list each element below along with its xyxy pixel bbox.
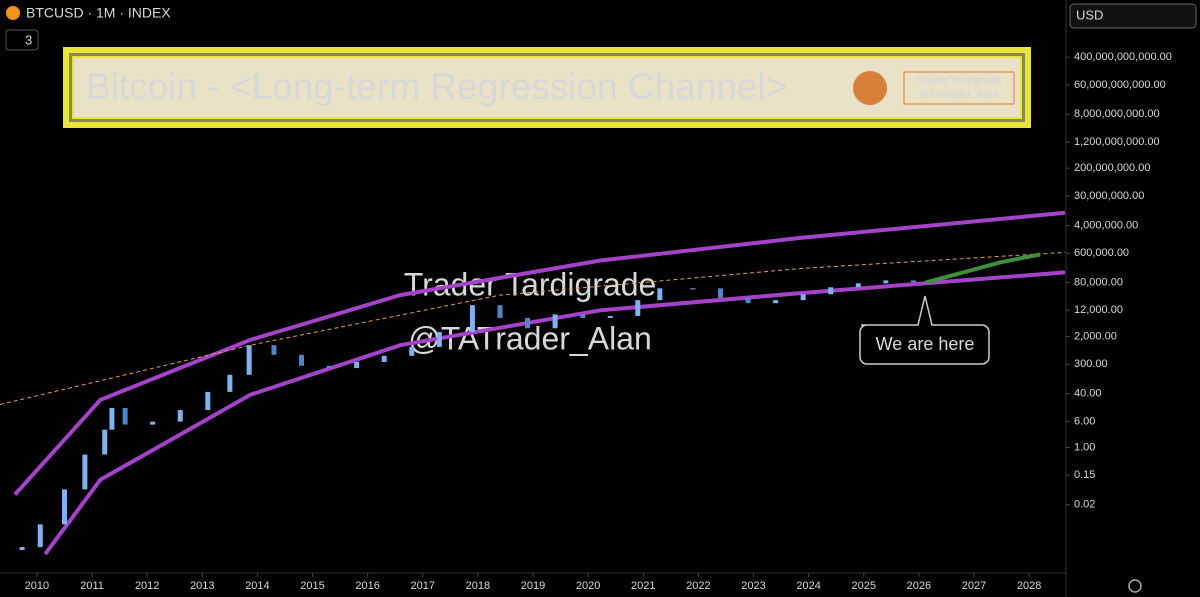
- x-tick-label: 2022: [686, 580, 710, 592]
- y-tick-label: 8,000,000,000.00: [1074, 108, 1160, 120]
- y-tick-label: 12,000.00: [1074, 304, 1123, 316]
- x-tick-label: 2018: [466, 580, 490, 592]
- y-tick-label: 80,000.00: [1074, 276, 1123, 288]
- logo: [853, 71, 887, 105]
- x-tick-label: 2015: [300, 580, 324, 592]
- x-tick-label: 2012: [135, 580, 159, 592]
- candle: [409, 346, 415, 356]
- candle: [61, 489, 67, 525]
- candle: [525, 317, 531, 329]
- candle: [109, 407, 115, 430]
- y-tick-label: 300.00: [1074, 358, 1108, 370]
- callout-box: [859, 295, 990, 365]
- candle: [607, 316, 613, 318]
- x-tick-label: 2010: [25, 580, 49, 592]
- y-tick-label: 60,000,000,000.00: [1074, 79, 1166, 91]
- x-tick-label: 2021: [631, 580, 655, 592]
- candle: [436, 332, 442, 347]
- y-tick-label: 40.00: [1074, 388, 1102, 400]
- y-tick-label: 600,000.00: [1074, 247, 1129, 259]
- y-tick-label: 2,000.00: [1074, 330, 1117, 342]
- channel-line: [924, 252, 1041, 285]
- candle: [271, 345, 277, 355]
- symbol: BTCUSD · 1M · INDEX: [26, 5, 171, 21]
- x-tick-label: 2024: [796, 580, 820, 592]
- channel-line: [13, 210, 1066, 496]
- candle: [102, 429, 108, 455]
- x-tick-label: 2011: [80, 580, 104, 592]
- candle: [381, 355, 387, 362]
- candle: [855, 283, 861, 288]
- candle: [657, 288, 663, 301]
- x-tick-label: 2017: [411, 580, 435, 592]
- candle: [469, 305, 475, 333]
- candle: [177, 410, 183, 422]
- author-box: [903, 71, 1015, 105]
- channel-line: [43, 270, 1066, 556]
- x-tick-label: 2026: [907, 580, 931, 592]
- x-tick-label: 2028: [1017, 580, 1041, 592]
- candle: [150, 421, 156, 425]
- candle: [635, 300, 641, 317]
- y-tick-label: 400,000,000,000.00: [1074, 51, 1172, 63]
- candle: [497, 305, 503, 318]
- author: Trader Tardigrade: [917, 76, 1002, 87]
- x-tick-label: 2014: [245, 580, 269, 592]
- x-tick-label: 2013: [190, 580, 214, 592]
- y-tick-label: 30,000,000.00: [1074, 190, 1144, 202]
- x-tick-label: 2023: [741, 580, 765, 592]
- candle: [717, 288, 723, 298]
- banner-title: Bitcoin - <Long-term Regression Channel>: [86, 66, 787, 107]
- candle: [800, 294, 806, 301]
- y-tick-label: 1.00: [1074, 441, 1095, 453]
- candle: [19, 547, 25, 551]
- y-tick-label: 0.15: [1074, 469, 1095, 481]
- channel-line: [0, 251, 1066, 405]
- candle: [37, 524, 43, 548]
- x-tick-label: 2025: [852, 580, 876, 592]
- candle: [883, 280, 889, 284]
- candle: [773, 300, 779, 304]
- candle: [745, 297, 751, 304]
- candle: [552, 314, 558, 329]
- candle: [82, 454, 88, 490]
- currency: USD: [1076, 7, 1103, 22]
- callout: We are here: [876, 334, 975, 354]
- candle: [910, 280, 916, 283]
- candle: [828, 287, 834, 295]
- badge-text: 3: [25, 32, 32, 47]
- y-tick-label: 200,000,000.00: [1074, 162, 1150, 174]
- candle: [227, 374, 233, 392]
- y-tick-label: 1,200,000,000.00: [1074, 136, 1160, 148]
- x-tick-label: 2019: [521, 580, 545, 592]
- badge[interactable]: [5, 29, 39, 51]
- candle: [205, 391, 211, 411]
- candle: [580, 314, 586, 318]
- candle: [690, 288, 696, 290]
- handle: @TATrader_Alan: [919, 90, 998, 101]
- y-tick-label: 0.02: [1074, 499, 1095, 511]
- currency-box[interactable]: [1069, 3, 1197, 29]
- y-tick-label: 4,000,000.00: [1074, 219, 1138, 231]
- candle: [246, 345, 252, 375]
- settings-icon[interactable]: [1128, 579, 1142, 593]
- candle: [326, 365, 332, 369]
- candle: [122, 407, 128, 425]
- y-tick-label: 6.00: [1074, 415, 1095, 427]
- candle: [354, 361, 360, 369]
- candle: [299, 354, 305, 366]
- x-tick-label: 2027: [962, 580, 986, 592]
- coin-icon: [6, 6, 20, 20]
- x-tick-label: 2020: [576, 580, 600, 592]
- x-tick-label: 2016: [355, 580, 379, 592]
